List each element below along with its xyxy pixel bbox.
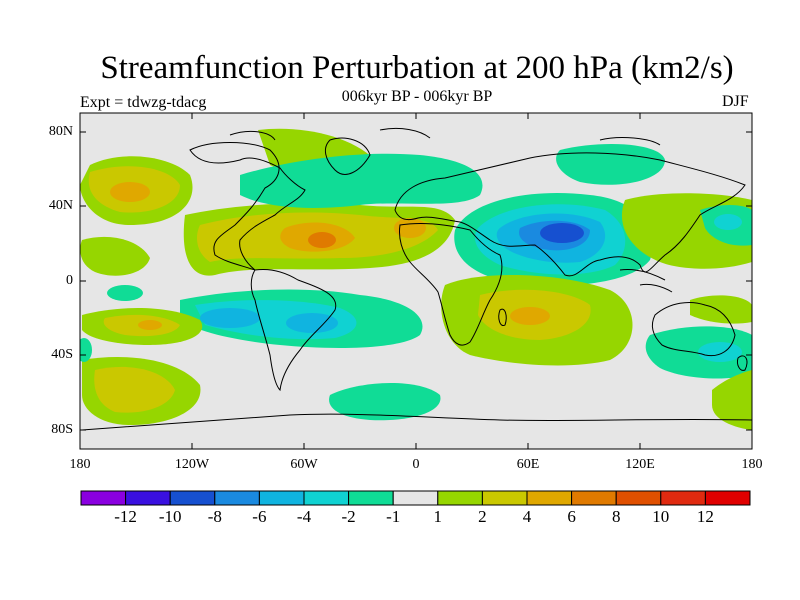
colorbar-label: -2	[341, 507, 356, 526]
colorbar-swatch	[348, 490, 394, 506]
colorbar-swatch	[258, 490, 305, 506]
colorbar-label: 1	[433, 507, 443, 526]
season-label: DJF	[722, 93, 749, 110]
europe-asia	[394, 152, 746, 277]
colorbar-swatch	[303, 490, 350, 506]
colorbar	[80, 490, 751, 506]
colorbar-label: -8	[207, 507, 222, 526]
colorbar-label: -12	[114, 507, 137, 526]
new-zealand	[737, 355, 748, 371]
y-tick-label: 80S	[51, 422, 73, 437]
colorbar-swatch	[437, 490, 483, 506]
x-tick-label: 0	[412, 457, 420, 472]
greenland	[324, 137, 371, 175]
x-tick-label: 60E	[516, 457, 540, 472]
colorbar-swatch	[526, 490, 573, 506]
colorbar-label: -10	[158, 507, 182, 526]
colorbar-swatch	[80, 490, 127, 506]
colorbar-label: -6	[252, 507, 267, 526]
colorbar-label: 12	[696, 507, 714, 526]
antarctica	[81, 413, 752, 431]
colorbar-label: -1	[386, 507, 401, 526]
colorbar-swatch	[392, 490, 439, 506]
colorbar-swatch	[481, 490, 528, 506]
colorbar-label: 2	[478, 507, 487, 526]
x-tick-label: 120E	[625, 457, 655, 472]
indonesia	[619, 269, 673, 293]
y-tick-label: 40S	[51, 347, 73, 362]
y-tick-label: 80N	[48, 124, 73, 139]
tick-marks	[80, 113, 752, 449]
africa	[399, 223, 503, 346]
y-tick-label: 0	[66, 273, 73, 288]
colorbar-label: 4	[522, 507, 532, 526]
colorbar-swatch	[704, 490, 751, 506]
chart-title: Streamfunction Perturbation at 200 hPa (…	[100, 50, 734, 86]
contour-fills	[80, 128, 752, 430]
x-tick-label: 180	[741, 457, 763, 472]
colorbar-swatch	[125, 490, 171, 506]
north-america	[189, 142, 306, 271]
colorbar-swatch	[214, 490, 260, 506]
australia	[651, 302, 736, 357]
madagascar	[498, 308, 507, 327]
coastlines	[81, 127, 752, 431]
x-tick-label: 120W	[174, 457, 210, 472]
x-tick-label: 180	[69, 457, 91, 472]
colorbar-label: 8	[611, 507, 621, 526]
colorbar-swatch	[660, 490, 706, 506]
chart-subtitle: 006kyr BP - 006kyr BP	[341, 88, 493, 105]
colorbar-swatch	[571, 490, 617, 506]
colorbar-swatch	[615, 490, 662, 506]
colorbar-label: 6	[567, 507, 576, 526]
colorbar-swatch	[169, 490, 216, 506]
arctic-islands	[229, 127, 661, 146]
south-america	[250, 269, 337, 392]
experiment-label: Expt = tdwzg-tdacg	[80, 94, 207, 111]
x-tick-label: 60W	[290, 457, 318, 472]
colorbar-label: 10	[652, 507, 670, 526]
colorbar-label: -4	[296, 507, 312, 526]
y-tick-label: 40N	[48, 198, 73, 213]
